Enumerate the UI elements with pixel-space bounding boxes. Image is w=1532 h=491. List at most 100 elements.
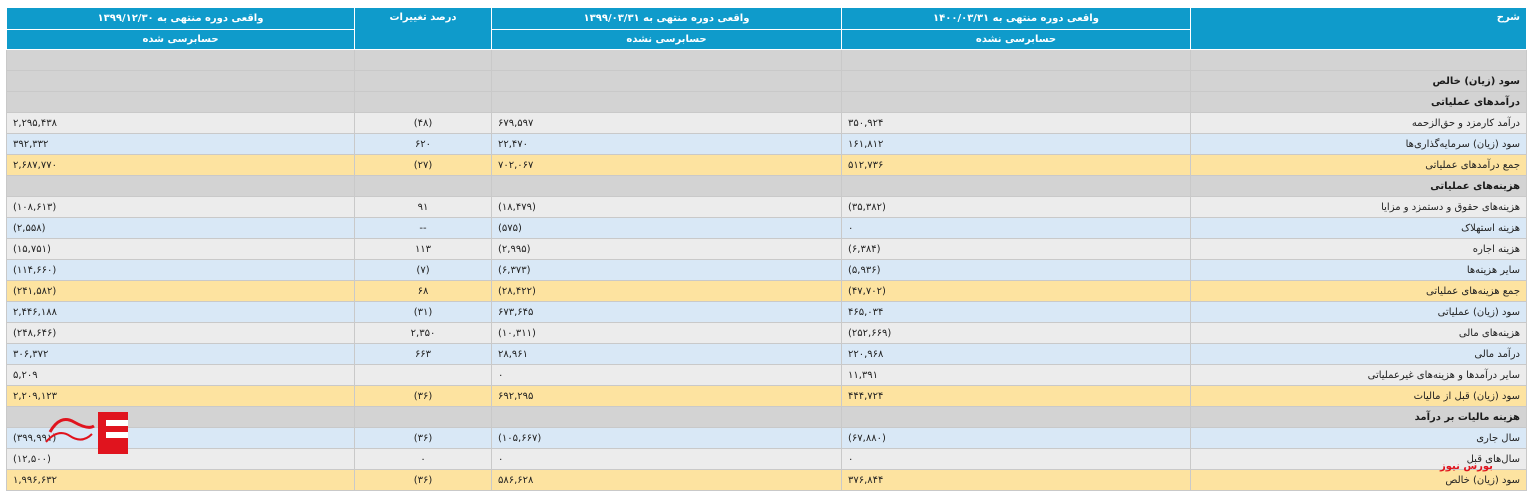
cell-period-1399-12: ۲,۲۹۵,۴۳۸ — [6, 112, 355, 134]
cell-change-percent — [354, 406, 492, 428]
cell-change-percent: ۶۸ — [354, 280, 492, 302]
row-label: سود (زیان) خالص — [1190, 70, 1527, 92]
row-label: درآمد کارمزد و حق‌الزحمه — [1190, 112, 1527, 134]
cell-period-1399-12: (۱۰۸,۶۱۳) — [6, 196, 355, 218]
cell-period-1399-12: ۳۹۲,۳۳۲ — [6, 133, 355, 155]
row-label: سال جاری — [1190, 427, 1527, 449]
cell-period-1399-03: (۱۰۵,۶۶۷) — [491, 427, 842, 449]
table-row: سایر هزینه‌ها (۵,۹۳۶) (۶,۳۷۳) (۷) (۱۱۴,۶۶۰) — [6, 259, 1527, 281]
cell-change-percent — [354, 175, 492, 197]
cell-change-percent: (۲۷) — [354, 154, 492, 176]
cell-period-1399-12: ۳۰۶,۳۷۲ — [6, 343, 355, 365]
cell-change-percent: (۳۶) — [354, 469, 492, 491]
cell-period-1400: ۰ — [841, 217, 1191, 239]
cell-period-1399-03: ۲۸,۹۶۱ — [491, 343, 842, 365]
cell-period-1399-03: (۵۷۵) — [491, 217, 842, 239]
cell-period-1400: (۶,۳۸۴) — [841, 238, 1191, 260]
cell-change-percent: ۶۶۳ — [354, 343, 492, 365]
cell-period-1399-03: ۶۷۹,۵۹۷ — [491, 112, 842, 134]
cell-period-1400: ۳۵۰,۹۲۴ — [841, 112, 1191, 134]
cell-period-1399-03: ۷۰۲,۰۶۷ — [491, 154, 842, 176]
cell-period-1399-03: (۶,۳۷۳) — [491, 259, 842, 281]
cell-period-1399-03 — [491, 91, 842, 113]
row-label: هزینه مالیات بر درآمد — [1190, 406, 1527, 428]
cell-period-1399-12: (۲۴۸,۶۴۶) — [6, 322, 355, 344]
income-statement-table: شرح واقعی دوره منتهی به ۱۴۰۰/۰۳/۳۱ واقعی… — [6, 7, 1527, 491]
watermark-text: بورس نیوز — [1440, 461, 1493, 472]
row-label: سود (زیان) سرمایه‌گذاری‌ها — [1190, 133, 1527, 155]
cell-period-1400: (۵,۹۳۶) — [841, 259, 1191, 281]
cell-period-1399-03: ۰ — [491, 364, 842, 386]
cell-period-1399-12: (۱۵,۷۵۱) — [6, 238, 355, 260]
cell-change-percent: (۷) — [354, 259, 492, 281]
logo-script — [48, 418, 95, 433]
cell-period-1400: ۴۶۵,۰۳۴ — [841, 301, 1191, 323]
cell-change-percent: ۱۱۳ — [354, 238, 492, 260]
table-row: سال‌های قبل ۰ ۰ ۰ (۱۲,۵۰۰) — [6, 448, 1527, 470]
section-row: هزینه‌های عملیاتی — [6, 175, 1527, 197]
bourse-news-logo — [45, 412, 128, 454]
cell-change-percent: (۳۶) — [354, 385, 492, 407]
table-body: سود (زیان) خالص درآمدهای عملیاتی درآمد کار… — [6, 70, 1527, 491]
header-period-1399-12: واقعی دوره منتهی به ۱۳۹۹/۱۲/۳۰ — [6, 7, 355, 30]
cell-period-1400: ۳۷۶,۸۴۴ — [841, 469, 1191, 491]
cell-change-percent — [354, 91, 492, 113]
cell-period-1399-12: ۲,۶۸۷,۷۷۰ — [6, 154, 355, 176]
table-row: سود (زیان) عملیاتی ۴۶۵,۰۳۴ ۶۷۳,۶۴۵ (۳۱) ۲,۴۴… — [6, 301, 1527, 323]
table-row: درآمد کارمزد و حق‌الزحمه ۳۵۰,۹۲۴ ۶۷۹,۵۹۷ (۴… — [6, 112, 1527, 134]
cell-period-1399-03: (۱۸,۴۷۹) — [491, 196, 842, 218]
cell-period-1399-12: (۳۹۹,۹۹۱) — [6, 427, 355, 449]
cell-period-1399-12 — [6, 70, 355, 92]
cell-period-1399-03: ۲۲,۴۷۰ — [491, 133, 842, 155]
cell-period-1400 — [841, 406, 1191, 428]
cell-period-1400: (۶۷,۸۸۰) — [841, 427, 1191, 449]
cell-period-1399-03: ۶۹۲,۲۹۵ — [491, 385, 842, 407]
cell-change-percent: ۲,۳۵۰ — [354, 322, 492, 344]
cell-period-1399-12: ۱,۹۹۶,۶۳۲ — [6, 469, 355, 491]
cell-period-1400: ۴۴۴,۷۲۴ — [841, 385, 1191, 407]
cell-period-1400 — [841, 175, 1191, 197]
cell-change-percent — [354, 70, 492, 92]
row-label: سود (زیان) خالص — [1190, 469, 1527, 491]
cell-period-1400: ۵۱۲,۷۳۶ — [841, 154, 1191, 176]
logo-script — [45, 432, 93, 443]
spacer-cell — [841, 49, 1191, 71]
total-row: جمع هزینه‌های عملیاتی (۴۷,۷۰۲) (۲۸,۴۲۲) ۶۸(… — [6, 280, 1527, 302]
table-row: سال جاری (۶۷,۸۸۰) (۱۰۵,۶۶۷) (۳۶) (۳۹۹,۹۹۱) — [6, 427, 1527, 449]
cell-period-1400: ۱۶۱,۸۱۲ — [841, 133, 1191, 155]
subheader-audit-1: حسابرسی نشده — [841, 29, 1191, 50]
row-label: هزینه‌های حقوق و دستمزد و مزایا — [1190, 196, 1527, 218]
cell-change-percent: (۴۸) — [354, 112, 492, 134]
table-row: هزینه استهلاک ۰ (۵۷۵) -- (۲,۵۵۸) — [6, 217, 1527, 239]
cell-period-1400: (۳۵,۳۸۲) — [841, 196, 1191, 218]
header-period-1400: واقعی دوره منتهی به ۱۴۰۰/۰۳/۳۱ — [841, 7, 1191, 30]
table-row: درآمد مالی ۲۲۰,۹۶۸ ۲۸,۹۶۱ ۶۶۳ ۳۰۶,۳۷۲ — [6, 343, 1527, 365]
cell-period-1399-03 — [491, 70, 842, 92]
cell-period-1400: ۱۱,۳۹۱ — [841, 364, 1191, 386]
cell-period-1400: (۴۷,۷۰۲) — [841, 280, 1191, 302]
row-label: سود (زیان) عملیاتی — [1190, 301, 1527, 323]
row-label: هزینه‌های مالی — [1190, 322, 1527, 344]
cell-period-1399-12: ۲,۲۰۹,۱۲۳ — [6, 385, 355, 407]
cell-period-1399-12 — [6, 91, 355, 113]
row-label: سایر هزینه‌ها — [1190, 259, 1527, 281]
row-label: هزینه استهلاک — [1190, 217, 1527, 239]
spacer-cell — [1190, 49, 1527, 71]
row-label: درآمد مالی — [1190, 343, 1527, 365]
header-period-1399-03: واقعی دوره منتهی به ۱۳۹۹/۰۳/۳۱ — [491, 7, 842, 30]
row-label: جمع هزینه‌های عملیاتی — [1190, 280, 1527, 302]
table-row: سایر درآمدها و هزینه‌های غیرعملیاتی ۱۱,۳۹… — [6, 364, 1527, 386]
header-description: شرح — [1190, 7, 1527, 50]
cell-change-percent: -- — [354, 217, 492, 239]
cell-period-1399-03: ۵۸۶,۶۲۸ — [491, 469, 842, 491]
row-label: هزینه اجاره — [1190, 238, 1527, 260]
cell-change-percent: (۳۶) — [354, 427, 492, 449]
row-label: سایر درآمدها و هزینه‌های غیرعملیاتی — [1190, 364, 1527, 386]
section-row: هزینه مالیات بر درآمد — [6, 406, 1527, 428]
cell-period-1399-12: (۲۴۱,۵۸۲) — [6, 280, 355, 302]
cell-period-1399-03: (۲,۹۹۵) — [491, 238, 842, 260]
cell-period-1399-12: ۵,۲۰۹ — [6, 364, 355, 386]
cell-period-1400: ۰ — [841, 448, 1191, 470]
table-row: سود (زیان) سرمایه‌گذاری‌ها ۱۶۱,۸۱۲ ۲۲,۴۷۰ ۶… — [6, 133, 1527, 155]
row-label: سال‌های قبل — [1190, 448, 1527, 470]
